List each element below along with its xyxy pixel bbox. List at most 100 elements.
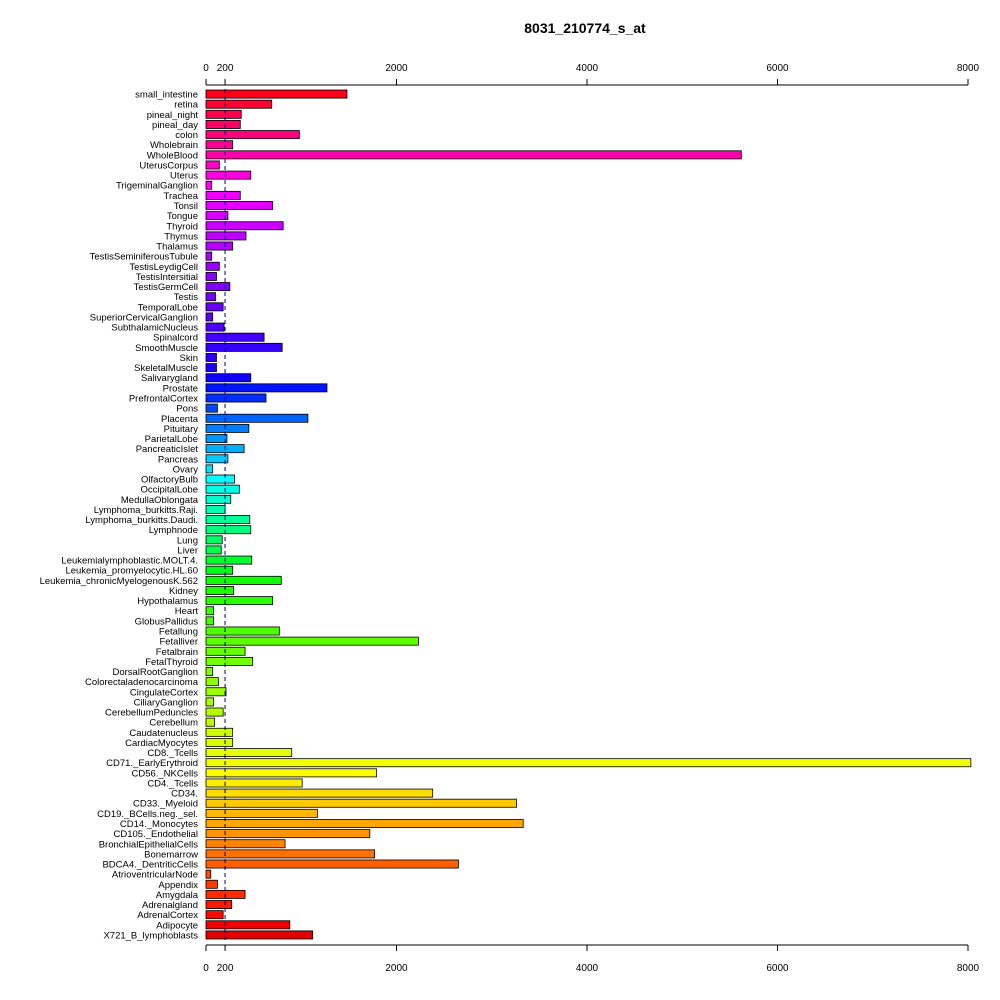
category-label: Thalamus <box>156 242 198 253</box>
category-label: WholeBlood <box>147 150 198 161</box>
category-label: UterusCorpus <box>139 160 198 171</box>
bar <box>205 251 213 261</box>
category-label: Caudatenucleus <box>129 728 198 739</box>
category-label: Pons <box>176 404 198 415</box>
bar <box>205 636 419 646</box>
category-label: BronchialEpithelialCells <box>99 839 199 850</box>
category-label: CD4._Tcells <box>147 778 198 789</box>
bar <box>205 393 267 403</box>
bar <box>205 140 234 150</box>
top-axis-tick-label: 8000 <box>957 63 980 74</box>
bar <box>205 768 377 778</box>
category-label: SubthalamicNucleus <box>111 323 198 334</box>
category-label: CiliaryGanglion <box>134 697 198 708</box>
category-label: GlobusPallidus <box>135 616 199 627</box>
category-label: TestisLeydigCell <box>129 262 198 273</box>
bar <box>205 454 229 464</box>
bar <box>205 504 226 514</box>
category-label: Fetalbrain <box>156 647 198 658</box>
bar <box>205 494 232 504</box>
category-label: ParietalLobe <box>145 434 198 445</box>
bar <box>205 363 217 373</box>
category-label: SkeletalMuscle <box>134 363 198 374</box>
bar <box>205 302 224 312</box>
bar <box>205 292 216 302</box>
category-label: SmoothMuscle <box>135 343 198 354</box>
bottom-axis-tick-label: 0 <box>203 963 209 974</box>
category-label: small_intestine <box>135 90 198 101</box>
category-label: OlfactoryBulb <box>141 475 198 486</box>
bar <box>205 403 218 413</box>
category-label: Prostate <box>163 383 198 394</box>
category-label: PancreaticIslet <box>136 444 199 455</box>
category-label: CD8._Tcells <box>147 748 198 759</box>
category-label: TestisIntersitial <box>136 272 198 283</box>
bar <box>205 342 283 352</box>
category-label: PrefrontalCortex <box>129 393 198 404</box>
bar <box>205 819 524 828</box>
bar <box>205 616 215 626</box>
category-label: Skin <box>180 353 198 364</box>
category-label: Uterus <box>170 171 198 182</box>
bottom-axis-tick-label: 200 <box>217 963 234 974</box>
category-label: SuperiorCervicalGanglion <box>90 312 198 323</box>
bar <box>205 575 282 585</box>
category-label: Lung <box>177 535 198 546</box>
category-label: CD34. <box>171 789 198 800</box>
category-label: pineal_day <box>152 120 198 131</box>
bar <box>205 717 215 727</box>
bar <box>205 879 218 889</box>
bar <box>205 788 434 798</box>
category-label: DorsalRootGanglion <box>112 667 198 678</box>
category-label: Tonsil <box>174 201 198 212</box>
bar <box>205 423 250 433</box>
bar <box>205 109 242 119</box>
bar <box>205 687 227 697</box>
bar <box>205 778 303 788</box>
bar <box>205 515 251 525</box>
bar <box>205 241 234 251</box>
category-label: AdrenalCortex <box>137 910 198 921</box>
category-label: CingulateCortex <box>130 687 198 698</box>
bar <box>205 180 213 190</box>
category-label: Lymphoma_burkitts.Raji. <box>94 505 198 516</box>
bar <box>205 525 252 535</box>
category-labels: small_intestineretinapineal_nightpineal_… <box>40 90 199 942</box>
top-axis-tick-label: 6000 <box>766 63 789 74</box>
bar <box>205 707 224 717</box>
bar <box>205 231 247 241</box>
bar <box>205 727 234 737</box>
category-label: colon <box>175 130 198 141</box>
bar <box>205 332 265 342</box>
bar <box>205 859 459 869</box>
category-label: Thyroid <box>166 221 198 232</box>
bar <box>205 312 214 322</box>
top-axis-tick-label: 4000 <box>576 63 599 74</box>
category-label: Salivarygland <box>141 373 198 384</box>
category-label: Lymphnode <box>149 525 198 536</box>
bar <box>205 150 742 160</box>
category-label: Colorectaladenocarcinoma <box>85 677 199 688</box>
category-label: Lymphoma_burkitts.Daudi. <box>85 515 198 526</box>
bar <box>205 849 375 859</box>
bottom-axis-tick-label: 2000 <box>385 963 408 974</box>
category-label: CD105._Endothelial <box>113 829 198 840</box>
bar <box>205 353 217 362</box>
bottom-axis-tick-label: 6000 <box>766 963 789 974</box>
bar <box>205 829 371 839</box>
category-label: TestisGermCell <box>134 282 198 293</box>
category-label: CD56._NKCells <box>131 768 198 779</box>
top-axis-tick-label: 2000 <box>385 63 408 74</box>
category-label: Pituitary <box>164 424 199 435</box>
bottom-axis-tick-label: 4000 <box>576 963 599 974</box>
category-label: Leukemia_promyelocytic.HL.60 <box>65 566 198 577</box>
category-label: CD33._Myeloid <box>133 799 198 810</box>
category-label: FetalThyroid <box>145 657 198 668</box>
category-label: Wholebrain <box>150 140 198 151</box>
bar <box>205 120 241 129</box>
bar <box>205 211 229 221</box>
category-label: retina <box>174 100 198 111</box>
bar <box>205 869 212 879</box>
category-label: Fetallung <box>159 627 198 638</box>
